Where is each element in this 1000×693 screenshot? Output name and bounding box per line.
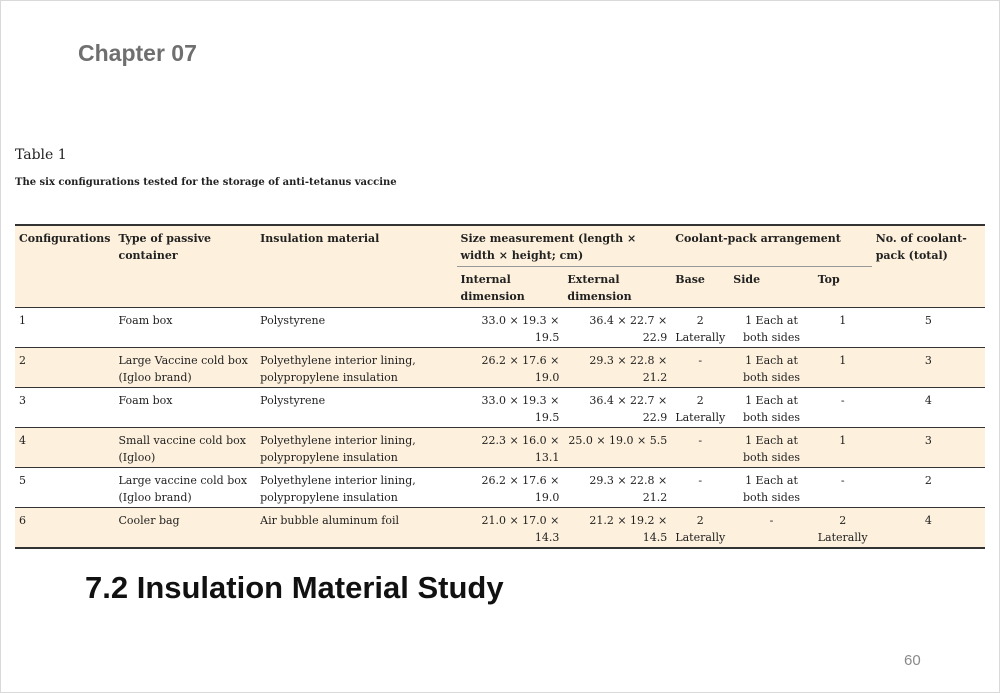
cell-container: Foam box (118, 394, 173, 407)
section-heading: 7.2 Insulation Material Study (85, 570, 504, 605)
cell-config: 4 (15, 427, 115, 468)
header-coolant: Coolant-pack arrangement (671, 225, 872, 267)
cell-config: 2 (15, 347, 115, 388)
header-top: Top (813, 266, 872, 308)
header-size: Size measurement (length × width × heigh… (456, 225, 672, 267)
table-caption: The six configurations tested for the st… (15, 177, 397, 188)
cell-base: 2 Laterally (675, 394, 726, 424)
cell-insulation: Air bubble aluminum foil (256, 507, 457, 548)
cell-container: Large Vaccine cold box (Igloo brand) (114, 347, 257, 388)
cell-container: Large vaccine cold box (Igloo brand) (118, 474, 248, 504)
cell-top: 1 (839, 314, 847, 327)
cell-external: 29.3 × 22.8 × 21.2 (589, 474, 668, 504)
cell-external: 25.0 × 19.0 × 5.5 (563, 427, 672, 468)
cell-config: 3 (19, 394, 26, 407)
cell-base: - (671, 427, 730, 468)
cell-internal: 33.0 × 19.3 × 19.5 (481, 394, 560, 424)
cell-internal: 33.0 × 19.3 × 19.5 (481, 314, 560, 344)
cell-insulation: Polystyrene (260, 314, 326, 327)
cell-internal: 26.2 × 17.6 × 19.0 (481, 474, 560, 504)
table-row: 2 Large Vaccine cold box (Igloo brand) P… (15, 347, 985, 388)
cell-count: 4 (924, 394, 932, 407)
configurations-table: Configurations Type of passive container… (15, 224, 985, 549)
header-container: Type of passive container (114, 225, 257, 308)
cell-side: 1 Each at both sides (742, 314, 800, 344)
cell-side: 1 Each at both sides (729, 427, 814, 468)
cell-config: 1 (19, 314, 26, 327)
cell-insulation: Polystyrene (260, 394, 326, 407)
cell-external: 36.4 × 22.7 × 22.9 (589, 394, 668, 424)
cell-base: 2 Laterally (675, 314, 726, 344)
page-number: 60 (904, 652, 921, 669)
cell-container: Foam box (118, 314, 173, 327)
table-label: Table 1 (15, 147, 67, 163)
header-external: External dimension (563, 266, 672, 308)
cell-internal: 26.2 × 17.6 × 19.0 (456, 347, 564, 388)
cell-external: 36.4 × 22.7 × 22.9 (589, 314, 668, 344)
cell-insulation: Polyethylene interior lining, polypropyl… (256, 347, 457, 388)
header-base: Base (671, 266, 730, 308)
cell-container: Small vaccine cold box (Igloo) (114, 427, 257, 468)
table-row: 1 Foam box Polystyrene 33.0 × 19.3 × 19.… (15, 307, 985, 348)
header-internal: Internal dimension (456, 266, 564, 308)
table-row: 3 Foam box Polystyrene 33.0 × 19.3 × 19.… (15, 387, 985, 428)
cell-top: 2 Laterally (813, 507, 872, 548)
header-insulation: Insulation material (256, 225, 457, 308)
cell-top: 1 (813, 427, 872, 468)
cell-base: 2 Laterally (671, 507, 730, 548)
cell-side: 1 Each at both sides (729, 347, 814, 388)
cell-top: 1 (813, 347, 872, 388)
cell-side: 1 Each at both sides (742, 474, 800, 504)
cell-insulation: Polyethylene interior lining, polypropyl… (260, 474, 416, 504)
cell-top: - (840, 474, 845, 487)
cell-config: 6 (15, 507, 115, 548)
cell-side: - (729, 507, 814, 548)
cell-internal: 21.0 × 17.0 × 14.3 (456, 507, 564, 548)
cell-count: 4 (871, 507, 985, 548)
cell-external: 21.2 × 19.2 × 14.5 (563, 507, 672, 548)
cell-count: 3 (871, 347, 985, 388)
cell-internal: 22.3 × 16.0 × 13.1 (456, 427, 564, 468)
cell-top: - (840, 394, 845, 407)
table-row: 5 Large vaccine cold box (Igloo brand) P… (15, 467, 985, 508)
cell-count: 2 (924, 474, 932, 487)
cell-side: 1 Each at both sides (742, 394, 800, 424)
header-configurations: Configurations (15, 225, 115, 308)
cell-external: 29.3 × 22.8 × 21.2 (563, 347, 672, 388)
cell-base: - (698, 474, 703, 487)
cell-count: 5 (924, 314, 932, 327)
header-side: Side (729, 266, 814, 308)
cell-count: 3 (871, 427, 985, 468)
chapter-title: Chapter 07 (78, 40, 197, 66)
header-coolant-count: No. of coolant- pack (total) (871, 225, 985, 308)
cell-config: 5 (19, 474, 26, 487)
cell-container: Cooler bag (114, 507, 257, 548)
table-row: 6 Cooler bag Air bubble aluminum foil 21… (15, 507, 985, 548)
cell-insulation: Polyethylene interior lining, polypropyl… (256, 427, 457, 468)
cell-base: - (671, 347, 730, 388)
table-row: 4 Small vaccine cold box (Igloo) Polyeth… (15, 427, 985, 468)
